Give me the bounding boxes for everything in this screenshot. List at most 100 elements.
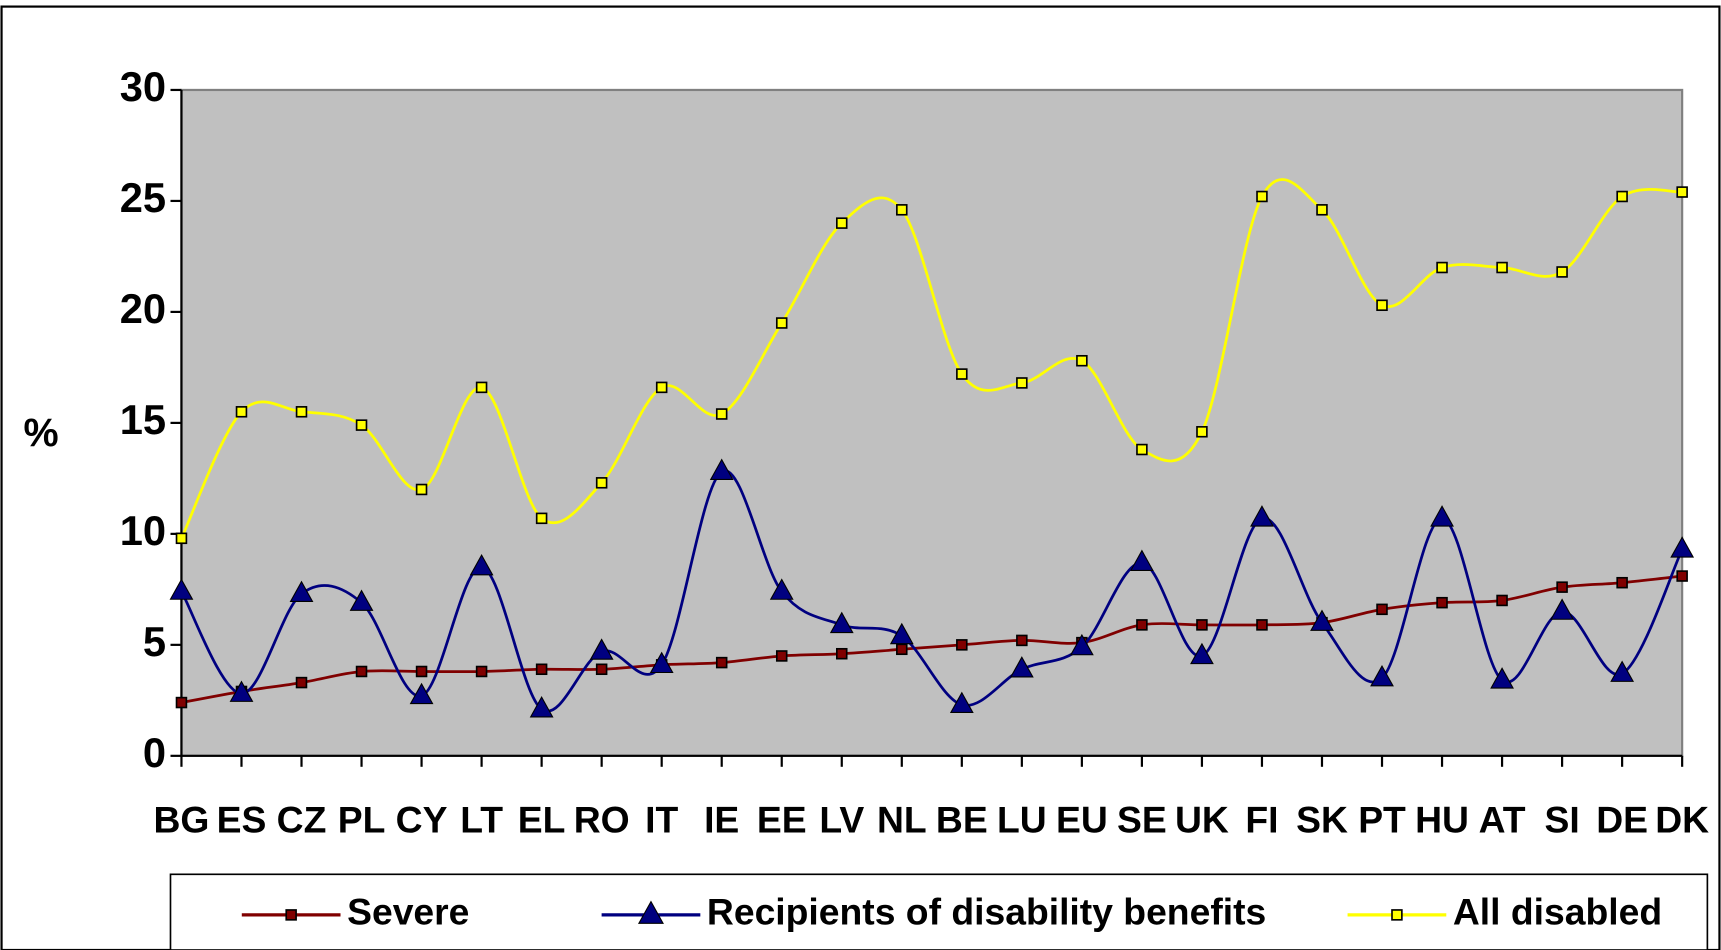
legend-label: Severe bbox=[347, 891, 469, 933]
data-point bbox=[1550, 598, 1574, 620]
x-tick-label: BE bbox=[936, 799, 988, 841]
legend-marker bbox=[637, 900, 664, 924]
x-tick-label: FI bbox=[1245, 799, 1278, 841]
y-tick-label: 25 bbox=[120, 174, 166, 221]
x-tick-label: AT bbox=[1479, 799, 1526, 841]
data-point bbox=[896, 643, 908, 656]
x-tick-label: DE bbox=[1596, 799, 1648, 841]
x-tick-label: NL bbox=[877, 799, 927, 841]
data-point bbox=[1436, 261, 1448, 274]
data-point bbox=[1310, 609, 1334, 631]
data-point bbox=[1556, 581, 1568, 593]
legend-label: All disabled bbox=[1453, 891, 1662, 933]
data-point bbox=[775, 317, 788, 329]
data-point bbox=[535, 512, 548, 525]
data-point bbox=[409, 682, 434, 705]
data-point bbox=[1016, 634, 1028, 647]
data-point bbox=[655, 381, 668, 394]
data-point bbox=[415, 665, 428, 678]
data-point bbox=[775, 650, 788, 662]
data-point bbox=[1250, 505, 1274, 527]
data-point bbox=[1670, 536, 1695, 558]
data-point bbox=[535, 663, 548, 676]
data-point bbox=[175, 696, 188, 709]
data-point bbox=[1016, 377, 1028, 389]
data-point bbox=[649, 651, 674, 674]
y-tick-label: 0 bbox=[143, 729, 166, 776]
data-point bbox=[1256, 190, 1268, 203]
data-point bbox=[1009, 656, 1034, 678]
legend bbox=[169, 873, 1709, 950]
data-point bbox=[1076, 354, 1088, 367]
data-point bbox=[1556, 266, 1568, 278]
data-point bbox=[595, 477, 608, 489]
x-tick-label: EL bbox=[518, 799, 566, 841]
data-point bbox=[1676, 570, 1688, 582]
legend-marker bbox=[285, 909, 297, 921]
data-point bbox=[475, 665, 488, 678]
x-tick-label: SK bbox=[1296, 799, 1348, 841]
data-point bbox=[1256, 619, 1268, 631]
data-point bbox=[469, 553, 494, 576]
x-tick-label: PT bbox=[1358, 799, 1406, 841]
data-point bbox=[415, 483, 428, 496]
y-axis-label: % bbox=[23, 411, 58, 455]
data-point bbox=[889, 622, 914, 645]
x-tick-label: LT bbox=[460, 799, 503, 841]
x-tick-label: SE bbox=[1117, 799, 1167, 841]
data-point bbox=[235, 406, 248, 418]
legend-label: Recipients of disability benefits bbox=[707, 891, 1266, 933]
data-point bbox=[355, 665, 368, 678]
data-point bbox=[1616, 190, 1628, 203]
data-point bbox=[1610, 660, 1635, 682]
data-point bbox=[589, 638, 614, 660]
data-point bbox=[295, 676, 308, 689]
data-point bbox=[595, 663, 608, 676]
data-point bbox=[836, 217, 848, 229]
data-point bbox=[229, 680, 254, 702]
data-point bbox=[715, 408, 728, 420]
x-tick-label: UK bbox=[1175, 799, 1229, 841]
data-point bbox=[1676, 186, 1688, 198]
data-point bbox=[949, 691, 974, 714]
plot-area bbox=[180, 88, 1684, 757]
data-point bbox=[709, 458, 734, 480]
x-tick-label: RO bbox=[574, 799, 630, 841]
x-tick-label: EE bbox=[757, 799, 807, 841]
data-point bbox=[1436, 596, 1448, 609]
x-tick-label: PL bbox=[338, 799, 386, 841]
data-point bbox=[349, 589, 374, 611]
data-point bbox=[1196, 426, 1208, 438]
y-tick-label: 20 bbox=[120, 285, 166, 332]
series-line bbox=[180, 178, 1683, 539]
data-point bbox=[956, 639, 968, 651]
x-tick-label: CZ bbox=[277, 799, 327, 841]
y-tick-label: 10 bbox=[120, 507, 166, 554]
data-point bbox=[295, 406, 308, 418]
x-tick-label: IE bbox=[704, 799, 739, 841]
y-tick-label: 15 bbox=[120, 396, 166, 443]
y-tick-label: 5 bbox=[143, 618, 166, 665]
x-tick-label: SI bbox=[1544, 799, 1579, 841]
x-tick-label: EU bbox=[1056, 799, 1108, 841]
data-point bbox=[1496, 261, 1508, 274]
x-tick-label: LV bbox=[819, 799, 864, 841]
data-point bbox=[1430, 505, 1454, 527]
x-tick-label: ES bbox=[217, 799, 267, 841]
y-tick-label: 30 bbox=[120, 63, 166, 110]
data-point bbox=[289, 580, 314, 603]
data-point bbox=[1136, 443, 1148, 456]
data-point bbox=[1136, 619, 1148, 631]
x-tick-label: HU bbox=[1415, 799, 1469, 841]
data-point bbox=[956, 368, 968, 380]
data-point bbox=[1376, 299, 1388, 312]
data-point bbox=[769, 578, 794, 600]
x-tick-label: IT bbox=[645, 799, 678, 841]
x-tick-label: CY bbox=[396, 799, 448, 841]
data-point bbox=[1190, 642, 1214, 665]
data-point bbox=[1496, 594, 1508, 607]
data-point bbox=[1069, 633, 1094, 656]
data-point bbox=[169, 578, 194, 600]
